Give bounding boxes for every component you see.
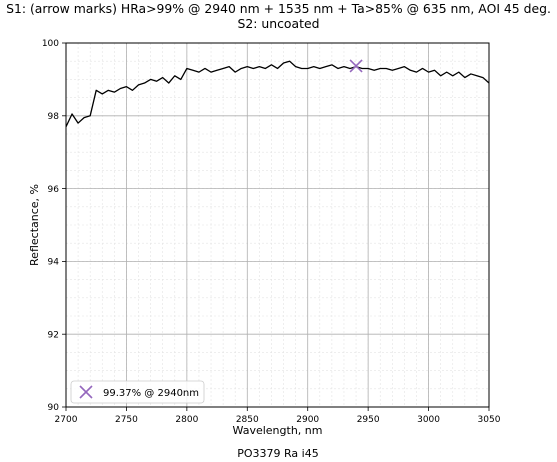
x-tick-label: 3050 bbox=[478, 415, 501, 425]
legend: 99.37% @ 2940nm bbox=[70, 380, 205, 404]
x-axis-ticks: 2700 2750 2800 2850 2900 2950 3000 3050 bbox=[55, 407, 501, 425]
y-tick-label: 98 bbox=[48, 112, 60, 122]
x-tick-label: 2750 bbox=[115, 415, 138, 425]
plot-frame bbox=[65, 42, 490, 408]
footer-label: PO3379 Ra i45 bbox=[237, 447, 318, 460]
series-layer bbox=[65, 60, 490, 127]
y-tick-label: 92 bbox=[48, 330, 59, 340]
x-tick-label: 2950 bbox=[357, 415, 380, 425]
x-axis-label: Wavelength, nm bbox=[233, 424, 323, 437]
series-line bbox=[65, 60, 490, 127]
y-tick-label: 94 bbox=[48, 258, 60, 268]
chart-title-line2: S2: uncoated bbox=[238, 16, 320, 31]
y-axis-ticks: 90 92 94 96 98 100 bbox=[42, 39, 66, 413]
legend-label: 99.37% @ 2940nm bbox=[103, 388, 199, 399]
legend-box bbox=[70, 380, 205, 404]
y-tick-label: 100 bbox=[42, 39, 59, 49]
legend-x-marker-icon bbox=[79, 385, 93, 399]
data-point-x-marker bbox=[349, 59, 363, 73]
major-gridlines bbox=[65, 42, 490, 408]
marker-layer bbox=[349, 59, 363, 73]
chart-title-line1: S1: (arrow marks) HRa>99% @ 2940 nm + 15… bbox=[6, 1, 551, 16]
minor-gridlines bbox=[65, 42, 490, 408]
y-tick-label: 96 bbox=[48, 185, 60, 195]
x-tick-label: 2700 bbox=[55, 415, 78, 425]
x-tick-label: 2850 bbox=[236, 415, 259, 425]
y-axis-label: Reflectance, % bbox=[28, 184, 41, 266]
legend-marker-shape bbox=[79, 385, 93, 399]
y-tick-label: 90 bbox=[48, 403, 60, 413]
x-tick-label: 2800 bbox=[175, 415, 198, 425]
x-tick-label: 2900 bbox=[296, 415, 319, 425]
x-tick-label: 3000 bbox=[417, 415, 440, 425]
